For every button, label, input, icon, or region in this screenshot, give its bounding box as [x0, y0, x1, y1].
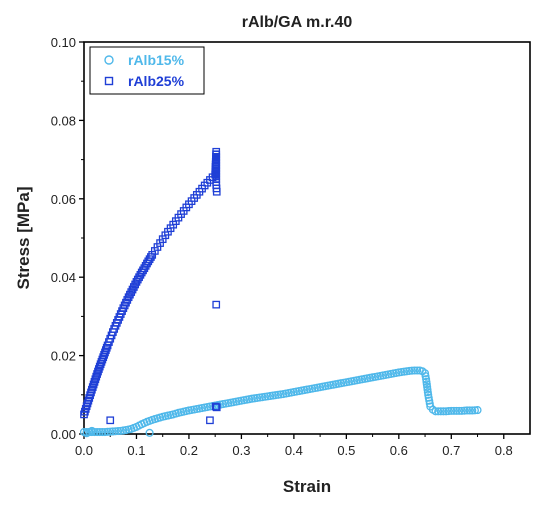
data-point	[95, 427, 104, 437]
y-tick-label: 0.06	[51, 192, 76, 207]
data-point	[457, 406, 466, 415]
data-point	[102, 346, 110, 354]
series-ralb15-	[79, 366, 482, 438]
data-point	[407, 366, 416, 375]
data-point	[441, 407, 451, 416]
data-point	[100, 427, 110, 437]
legend-label: rAlb15%	[128, 52, 185, 68]
data-point	[436, 407, 445, 416]
series-ralb25-	[80, 147, 221, 425]
y-tick-label: 0.08	[51, 113, 76, 128]
data-point	[452, 406, 461, 415]
data-point	[206, 416, 214, 425]
data-point	[96, 360, 105, 369]
data-point	[425, 399, 434, 408]
data-point	[108, 427, 117, 436]
x-tick-label: 0.7	[442, 443, 460, 458]
x-axis-ticks: 0.0 0.1 0.2 0.3 0.4 0.5 0.6 0.7 0.8	[75, 434, 513, 458]
x-tick-label: 0.5	[337, 443, 355, 458]
x-tick-label: 0.6	[390, 443, 408, 458]
data-point	[434, 407, 443, 416]
data-point	[444, 407, 453, 416]
data-point	[455, 406, 464, 415]
data-point	[100, 350, 108, 359]
data-point	[211, 402, 220, 411]
y-axis-ticks: 0.00 0.02 0.04 0.06 0.08 0.10	[51, 35, 84, 442]
data-point	[101, 348, 109, 357]
data-point	[97, 358, 106, 366]
data-point	[425, 396, 434, 405]
data-point	[449, 406, 458, 415]
legend-label: rAlb25%	[128, 73, 185, 89]
data-point	[424, 393, 433, 402]
data-point	[468, 406, 477, 415]
data-point	[87, 426, 96, 435]
data-point	[93, 427, 102, 437]
y-tick-label: 0.10	[51, 35, 76, 50]
data-point	[114, 427, 123, 436]
data-point	[439, 407, 448, 416]
legend-marker-circle	[104, 55, 114, 65]
x-tick-label: 0.2	[180, 443, 198, 458]
x-tick-label: 0.3	[232, 443, 250, 458]
data-point	[93, 370, 101, 378]
data-point	[212, 300, 221, 309]
y-tick-label: 0.00	[51, 427, 76, 442]
data-point	[95, 362, 104, 371]
data-point	[431, 407, 440, 416]
x-tick-label: 0.1	[127, 443, 145, 458]
data-point	[147, 253, 155, 261]
data-point	[212, 187, 221, 196]
data-point	[421, 372, 430, 381]
data-point	[111, 427, 120, 436]
legend: rAlb15% rAlb25%	[89, 46, 205, 95]
data-point	[102, 343, 111, 352]
series-layer	[79, 147, 482, 438]
data-point	[413, 366, 422, 375]
data-point	[447, 406, 456, 415]
plot-area-frame	[83, 41, 531, 435]
data-point	[470, 406, 479, 415]
x-tick-label: 0.4	[285, 443, 303, 458]
data-point	[103, 427, 112, 436]
data-point	[460, 406, 469, 415]
data-point	[106, 427, 115, 436]
legend-marker-square	[104, 76, 114, 86]
data-point	[424, 390, 433, 399]
data-point	[465, 406, 474, 415]
y-axis-title: Stress [MPa]	[14, 187, 33, 290]
y-tick-label: 0.04	[51, 270, 76, 285]
chart-title: rAlb/GA m.r.40	[242, 14, 353, 31]
data-point	[145, 428, 154, 437]
data-point	[98, 355, 107, 364]
data-point	[212, 403, 221, 412]
data-point	[421, 369, 430, 378]
data-point	[462, 406, 472, 415]
data-point	[94, 367, 102, 376]
x-tick-label: 0.8	[495, 443, 513, 458]
data-point	[405, 366, 414, 375]
data-point	[99, 353, 108, 362]
x-tick-label: 0.0	[75, 443, 93, 458]
x-axis-title: Strain	[283, 477, 331, 496]
legend-box	[89, 46, 205, 95]
data-point	[410, 366, 419, 375]
data-point	[95, 365, 103, 373]
data-point	[473, 406, 482, 415]
data-point	[106, 416, 115, 425]
y-tick-label: 0.02	[51, 349, 76, 364]
data-point	[98, 427, 107, 437]
